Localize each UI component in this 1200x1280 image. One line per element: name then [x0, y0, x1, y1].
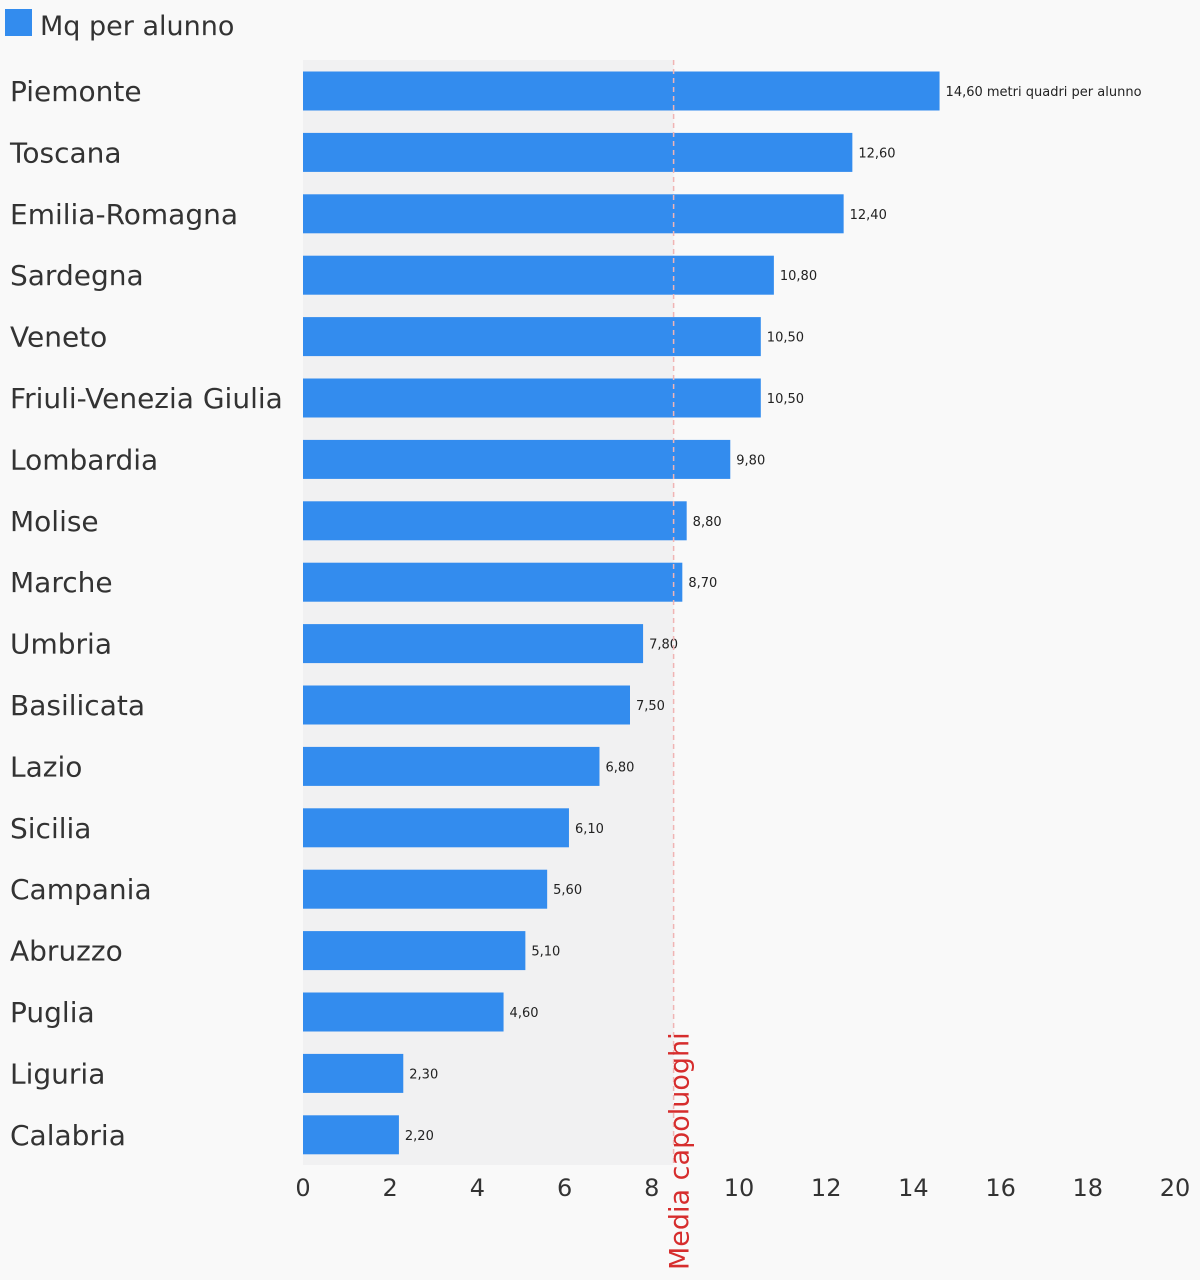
x-tick-label: 16 [985, 1174, 1016, 1202]
value-label: 14,60 metri quadri per alunno [946, 85, 1142, 100]
bar [303, 71, 940, 111]
bar [303, 317, 761, 357]
value-label: 2,20 [405, 1129, 434, 1144]
bar [303, 808, 569, 848]
value-label: 5,60 [553, 883, 582, 898]
legend-label: Mq per alunno [40, 11, 234, 42]
bar [303, 378, 761, 418]
x-tick-label: 4 [470, 1174, 485, 1202]
category-label: Abruzzo [10, 935, 123, 968]
bar [303, 931, 526, 971]
value-label: 7,80 [649, 638, 678, 653]
category-label: Campania [10, 873, 152, 906]
category-label: Liguria [10, 1057, 105, 1090]
category-label: Piemonte [10, 75, 142, 108]
x-axis-tick-labels: 0 2 4 6 8 10 12 14 16 18 20 [295, 1174, 1190, 1202]
x-tick-label: 8 [644, 1174, 659, 1202]
average-shaded-band [303, 60, 674, 1165]
category-labels: Piemonte Toscana Emilia-Romagna Sardegna Ven… [9, 75, 283, 1152]
x-tick-label: 14 [898, 1174, 929, 1202]
value-label: 10,50 [767, 331, 804, 346]
bars-group [303, 71, 940, 1155]
value-label: 8,80 [693, 515, 722, 530]
bar [303, 194, 844, 234]
value-label: 7,50 [636, 699, 665, 714]
value-label: 9,80 [736, 453, 765, 468]
bar [303, 501, 687, 541]
bar [303, 685, 630, 725]
category-label: Toscana [9, 136, 122, 169]
bar [303, 992, 504, 1032]
value-label: 8,70 [688, 576, 717, 591]
category-label: Emilia-Romagna [10, 198, 238, 231]
x-tick-label: 0 [295, 1174, 310, 1202]
value-labels: 14,60 metri quadri per alunno 12,60 12,40 1… [405, 85, 1142, 1144]
category-label: Sardegna [10, 259, 144, 292]
category-label: Sicilia [10, 812, 91, 845]
x-tick-label: 20 [1160, 1174, 1191, 1202]
category-label: Lombardia [10, 443, 158, 476]
x-tick-label: 6 [557, 1174, 572, 1202]
value-label: 10,80 [780, 269, 817, 284]
category-label: Friuli-Venezia Giulia [10, 382, 283, 415]
category-label: Veneto [10, 321, 107, 354]
bar [303, 624, 644, 664]
legend-swatch [5, 9, 32, 36]
value-label: 5,10 [531, 945, 560, 960]
x-tick-label: 2 [383, 1174, 398, 1202]
category-label: Umbria [10, 628, 112, 661]
x-tick-label: 18 [1073, 1174, 1104, 1202]
value-label: 6,80 [605, 760, 634, 775]
category-label: Molise [10, 505, 99, 538]
category-label: Calabria [10, 1119, 126, 1152]
value-label: 12,60 [858, 146, 895, 161]
x-tick-label: 12 [811, 1174, 842, 1202]
value-label: 12,40 [850, 208, 887, 223]
bar [303, 562, 683, 602]
bar [303, 869, 548, 909]
bar [303, 255, 774, 295]
category-label: Puglia [10, 996, 95, 1029]
x-tick-label: 10 [724, 1174, 755, 1202]
bar [303, 746, 600, 786]
bar [303, 1115, 399, 1155]
bar [303, 1053, 404, 1093]
value-label: 2,30 [409, 1067, 438, 1082]
category-label: Basilicata [10, 689, 145, 722]
value-label: 4,60 [510, 1006, 539, 1021]
reference-line-label: Media capoluoghi [665, 1032, 696, 1270]
chart-legend: Mq per alunno [5, 9, 234, 42]
bar [303, 132, 853, 172]
bar [303, 439, 731, 479]
category-label: Lazio [10, 750, 82, 783]
value-label: 10,50 [767, 392, 804, 407]
category-label: Marche [10, 566, 113, 599]
value-label: 6,10 [575, 822, 604, 837]
